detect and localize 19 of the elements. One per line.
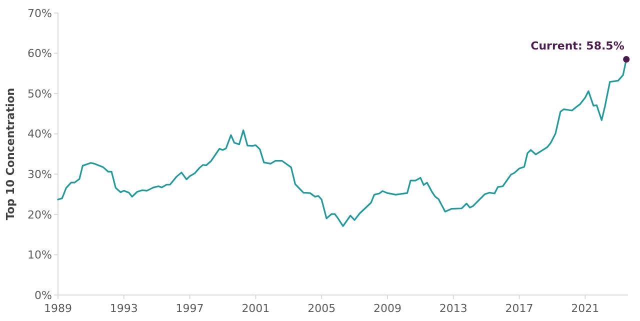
x-tick-label: 1989: [44, 302, 72, 315]
x-tick-label: 2013: [439, 302, 468, 315]
annotation: Current: 58.5%: [530, 39, 624, 52]
y-tick-label: 50%: [28, 87, 52, 100]
y-tick-label: 10%: [28, 248, 52, 262]
y-axis-title: Top 10 Concentration: [4, 88, 17, 220]
y-tick-label: 70%: [28, 6, 52, 20]
x-tick-label: 2005: [308, 302, 336, 315]
x-tick-label: 1993: [110, 302, 138, 315]
y-tick-label: 60%: [28, 47, 52, 60]
x-tick-label: 1997: [176, 302, 204, 315]
y-tick-label: 0%: [34, 288, 52, 302]
y-tick-label: 20%: [28, 208, 52, 222]
y-tick-label: 30%: [28, 168, 52, 181]
x-tick-label: 2009: [373, 302, 402, 315]
y-tick-label: 40%: [28, 128, 52, 141]
x-tick-label: 2017: [505, 302, 534, 315]
x-tick-label: 2021: [571, 302, 600, 315]
x-tick-label: 2001: [242, 302, 270, 315]
